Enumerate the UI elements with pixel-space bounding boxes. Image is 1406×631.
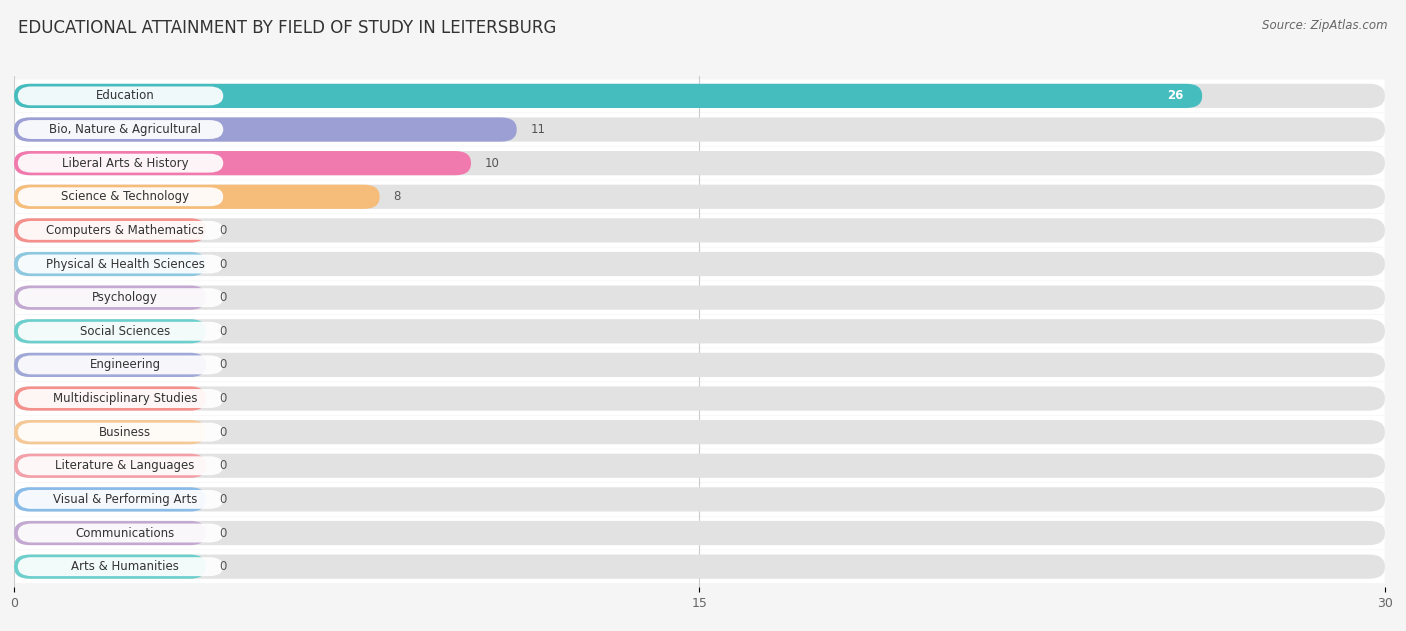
- FancyBboxPatch shape: [14, 247, 1385, 281]
- FancyBboxPatch shape: [14, 353, 207, 377]
- FancyBboxPatch shape: [14, 252, 1385, 276]
- FancyBboxPatch shape: [14, 454, 1385, 478]
- Text: Physical & Health Sciences: Physical & Health Sciences: [45, 257, 204, 271]
- FancyBboxPatch shape: [14, 218, 1385, 242]
- FancyBboxPatch shape: [18, 86, 224, 105]
- FancyBboxPatch shape: [14, 252, 207, 276]
- FancyBboxPatch shape: [18, 154, 224, 173]
- FancyBboxPatch shape: [14, 113, 1385, 146]
- FancyBboxPatch shape: [14, 80, 1385, 112]
- FancyBboxPatch shape: [18, 557, 224, 576]
- FancyBboxPatch shape: [14, 348, 1385, 381]
- FancyBboxPatch shape: [14, 420, 207, 444]
- FancyBboxPatch shape: [14, 449, 1385, 482]
- FancyBboxPatch shape: [18, 423, 224, 442]
- Text: 0: 0: [219, 426, 226, 439]
- Text: 0: 0: [219, 493, 226, 506]
- Text: Literature & Languages: Literature & Languages: [55, 459, 195, 472]
- FancyBboxPatch shape: [14, 185, 380, 209]
- Text: 0: 0: [219, 325, 226, 338]
- FancyBboxPatch shape: [14, 319, 207, 343]
- FancyBboxPatch shape: [18, 524, 224, 543]
- Text: 0: 0: [219, 392, 226, 405]
- FancyBboxPatch shape: [14, 487, 207, 512]
- FancyBboxPatch shape: [14, 84, 1202, 108]
- Text: Arts & Humanities: Arts & Humanities: [72, 560, 179, 573]
- FancyBboxPatch shape: [14, 555, 1385, 579]
- FancyBboxPatch shape: [14, 315, 1385, 348]
- FancyBboxPatch shape: [14, 550, 1385, 583]
- FancyBboxPatch shape: [14, 386, 1385, 411]
- FancyBboxPatch shape: [14, 353, 1385, 377]
- Text: Engineering: Engineering: [90, 358, 160, 372]
- FancyBboxPatch shape: [14, 117, 517, 141]
- FancyBboxPatch shape: [14, 319, 1385, 343]
- Text: Social Sciences: Social Sciences: [80, 325, 170, 338]
- Text: Source: ZipAtlas.com: Source: ZipAtlas.com: [1263, 19, 1388, 32]
- Text: Multidisciplinary Studies: Multidisciplinary Studies: [53, 392, 197, 405]
- Text: EDUCATIONAL ATTAINMENT BY FIELD OF STUDY IN LEITERSBURG: EDUCATIONAL ATTAINMENT BY FIELD OF STUDY…: [18, 19, 557, 37]
- FancyBboxPatch shape: [14, 420, 1385, 444]
- FancyBboxPatch shape: [18, 456, 224, 475]
- FancyBboxPatch shape: [14, 286, 1385, 310]
- Text: Visual & Performing Arts: Visual & Performing Arts: [53, 493, 197, 506]
- Text: 0: 0: [219, 291, 226, 304]
- Text: 11: 11: [530, 123, 546, 136]
- FancyBboxPatch shape: [14, 151, 1385, 175]
- FancyBboxPatch shape: [14, 483, 1385, 516]
- FancyBboxPatch shape: [14, 416, 1385, 449]
- Text: 0: 0: [219, 560, 226, 573]
- FancyBboxPatch shape: [18, 322, 224, 341]
- Text: Communications: Communications: [76, 526, 174, 540]
- FancyBboxPatch shape: [14, 386, 207, 411]
- FancyBboxPatch shape: [14, 218, 207, 242]
- Text: 8: 8: [394, 191, 401, 203]
- Text: 0: 0: [219, 224, 226, 237]
- FancyBboxPatch shape: [14, 555, 207, 579]
- FancyBboxPatch shape: [18, 254, 224, 273]
- FancyBboxPatch shape: [14, 487, 1385, 512]
- FancyBboxPatch shape: [14, 185, 1385, 209]
- FancyBboxPatch shape: [14, 521, 1385, 545]
- Text: Liberal Arts & History: Liberal Arts & History: [62, 156, 188, 170]
- Text: Science & Technology: Science & Technology: [60, 191, 190, 203]
- FancyBboxPatch shape: [18, 355, 224, 374]
- Text: Business: Business: [98, 426, 152, 439]
- Text: 0: 0: [219, 358, 226, 372]
- FancyBboxPatch shape: [18, 120, 224, 139]
- FancyBboxPatch shape: [14, 281, 1385, 314]
- Text: 0: 0: [219, 459, 226, 472]
- FancyBboxPatch shape: [18, 389, 224, 408]
- FancyBboxPatch shape: [14, 517, 1385, 550]
- Text: Education: Education: [96, 90, 155, 102]
- Text: Computers & Mathematics: Computers & Mathematics: [46, 224, 204, 237]
- FancyBboxPatch shape: [14, 454, 207, 478]
- FancyBboxPatch shape: [14, 214, 1385, 247]
- FancyBboxPatch shape: [14, 180, 1385, 213]
- FancyBboxPatch shape: [14, 146, 1385, 180]
- FancyBboxPatch shape: [14, 382, 1385, 415]
- FancyBboxPatch shape: [18, 288, 224, 307]
- Text: Bio, Nature & Agricultural: Bio, Nature & Agricultural: [49, 123, 201, 136]
- Text: 0: 0: [219, 526, 226, 540]
- Text: 26: 26: [1167, 90, 1184, 102]
- FancyBboxPatch shape: [14, 84, 1385, 108]
- Text: 10: 10: [485, 156, 499, 170]
- FancyBboxPatch shape: [14, 151, 471, 175]
- FancyBboxPatch shape: [14, 117, 1385, 141]
- FancyBboxPatch shape: [14, 286, 207, 310]
- FancyBboxPatch shape: [18, 221, 224, 240]
- FancyBboxPatch shape: [18, 490, 224, 509]
- Text: 0: 0: [219, 257, 226, 271]
- FancyBboxPatch shape: [14, 521, 207, 545]
- Text: Psychology: Psychology: [93, 291, 157, 304]
- FancyBboxPatch shape: [18, 187, 224, 206]
